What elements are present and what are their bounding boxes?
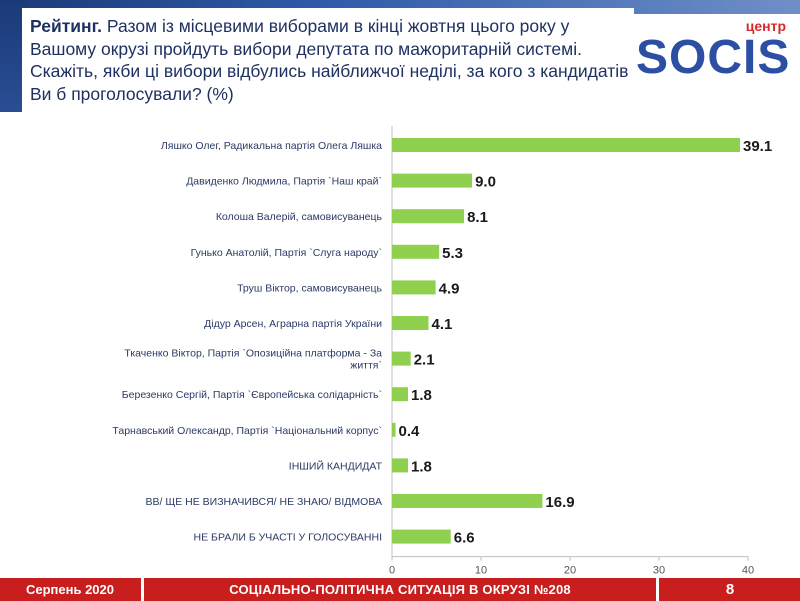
logo-main-text: SOCIS [636, 31, 791, 84]
bar [392, 316, 429, 330]
x-tick-label: 40 [742, 565, 754, 577]
value-label: 8.1 [467, 209, 488, 226]
category-label-line: ВВ/ ЩЕ НЕ ВИЗНАЧИВСЯ/ НЕ ЗНАЮ/ ВІДМОВА [146, 496, 382, 508]
category-label-line: Дідур Арсен, Аграрна партія України [204, 318, 382, 330]
category-label: ВВ/ ЩЕ НЕ ВИЗНАЧИВСЯ/ НЕ ЗНАЮ/ ВІДМОВА [146, 496, 382, 508]
logo-small-text: центр [745, 18, 786, 34]
category-label: Березенко Сергій, Партія `Європейська со… [122, 389, 382, 401]
category-label: Ляшко Олег, Радикальна партія Олега Ляшк… [161, 140, 382, 152]
value-label: 2.1 [414, 352, 435, 369]
category-label: ІНШИЙ КАНДИДАТ [289, 459, 383, 472]
title-lead: Рейтинг. [30, 16, 103, 36]
value-label: 4.1 [431, 316, 452, 333]
category-label: НЕ БРАЛИ Б УЧАСТІ У ГОЛОСУВАННІ [194, 532, 382, 544]
value-label: 1.8 [411, 387, 432, 404]
value-label: 6.6 [454, 530, 475, 547]
bar [392, 351, 411, 366]
x-tick-label: 0 [389, 565, 395, 577]
category-label: Труш Віктор, самовисуванець [237, 282, 382, 294]
bar-chart: 0 10 20 30 40 39.1 Ляшко Олег, Радикальна парт… [112, 126, 772, 577]
bar [392, 494, 543, 508]
page-number: 8 [725, 581, 735, 598]
category-label-line: Труш Віктор, самовисуванець [237, 282, 382, 294]
title-question: Разом із місцевими виборами в кінці жовт… [30, 16, 629, 104]
chart-area: 0 10 20 30 40 39.1 Ляшко Олег, Радикальна парт… [0, 118, 800, 578]
category-label: Давиденко Людмила, Партія `Наш край` [186, 176, 382, 188]
category-label: Тарнавський Олександр, Партія `Національ… [112, 425, 382, 437]
bar [392, 173, 473, 188]
socis-logo: центр SOCIS [636, 18, 796, 88]
x-tick-label: 10 [475, 565, 487, 577]
category-label-line: Гунько Анатолій, Партія `Слуга народу` [191, 247, 382, 259]
bar [392, 458, 409, 473]
bar [392, 209, 465, 224]
category-label-line: Тарнавський Олександр, Партія `Національ… [112, 425, 382, 437]
category-label-line: Березенко Сергій, Партія `Європейська со… [122, 389, 382, 401]
category-label-line: Ткаченко Віктор, Партія `Опозиційна плат… [124, 348, 382, 360]
x-tick-label: 30 [653, 565, 665, 577]
footer-divider [141, 578, 144, 601]
value-label: 39.1 [743, 138, 772, 155]
footer-divider [656, 578, 659, 601]
value-label: 16.9 [545, 494, 574, 511]
category-label-line: Давиденко Людмила, Партія `Наш край` [186, 176, 382, 188]
footer-title: СОЦІАЛЬНО-ПОЛІТИЧНА СИТУАЦІЯ В ОКРУЗІ №2… [229, 582, 571, 597]
category-label: Колоша Валерій, самовисуванець [216, 211, 383, 223]
category-label-line: НЕ БРАЛИ Б УЧАСТІ У ГОЛОСУВАННІ [194, 532, 382, 544]
header-card [22, 8, 634, 116]
bar [392, 529, 451, 544]
bar [392, 244, 440, 259]
category-label: Ткаченко Віктор, Партія `Опозиційна плат… [124, 348, 382, 372]
value-label: 9.0 [475, 174, 496, 191]
category-label-line: життя` [350, 360, 382, 372]
category-label-line: Ляшко Олег, Радикальна партія Олега Ляшк… [161, 140, 382, 152]
x-tick-label: 20 [564, 565, 576, 577]
category-label-line: ІНШИЙ КАНДИДАТ [289, 459, 383, 472]
bar [392, 422, 396, 437]
category-label: Гунько Анатолій, Партія `Слуга народу` [191, 247, 382, 259]
value-label: 0.4 [399, 423, 421, 440]
value-label: 1.8 [411, 458, 432, 475]
footer-bar: Серпень 2020 СОЦІАЛЬНО-ПОЛІТИЧНА СИТУАЦІ… [0, 578, 800, 601]
slide-title: Рейтинг. Разом із місцевими виборами в к… [30, 15, 630, 105]
value-label: 4.9 [439, 280, 460, 297]
bar [392, 280, 436, 295]
category-label-line: Колоша Валерій, самовисуванець [216, 211, 383, 223]
value-label: 5.3 [442, 245, 463, 262]
bar [392, 387, 409, 402]
bar [392, 138, 740, 152]
category-label: Дідур Арсен, Аграрна партія України [204, 318, 382, 330]
footer-date: Серпень 2020 [25, 582, 115, 597]
